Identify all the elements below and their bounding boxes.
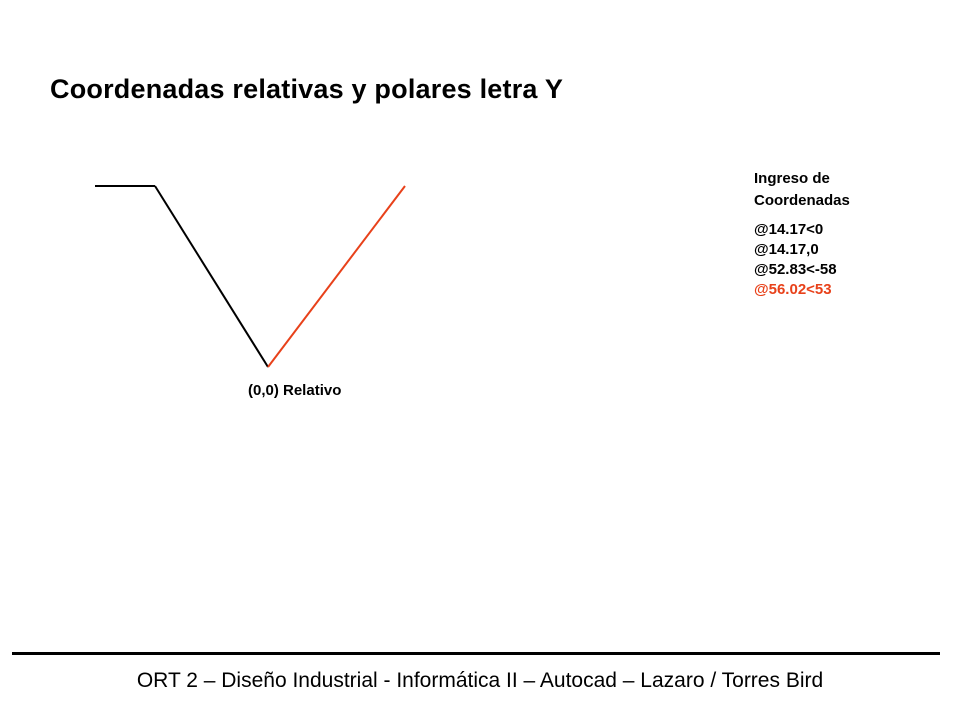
- coordinates-heading: Ingreso de Coordenadas: [754, 168, 850, 212]
- coordinate-entry-highlight: @56.02<53: [754, 281, 832, 298]
- coordinate-entry: @52.83<-58: [754, 261, 837, 278]
- coordinates-heading-line1: Ingreso de: [754, 170, 830, 187]
- coordinate-entry: @14.17<0: [754, 221, 824, 238]
- coordinate-entry: @14.17,0: [754, 241, 819, 258]
- footer-divider: [12, 652, 940, 655]
- coordinates-panel: Ingreso de Coordenadas @14.17<0 @14.17,0…: [754, 168, 850, 300]
- segment-right-diagonal-highlight: [267, 185, 406, 368]
- coordinates-list: @14.17<0 @14.17,0 @52.83<-58 @56.02<53: [754, 220, 850, 300]
- slide-title: Coordenadas relativas y polares letra Y: [50, 74, 564, 104]
- segment-left-diagonal: [154, 185, 269, 368]
- footer-text: ORT 2 – Diseño Industrial - Informática …: [136, 669, 824, 692]
- origin-label: (0,0) Relativo: [248, 382, 342, 399]
- coordinates-heading-line2: Coordenadas: [754, 192, 850, 209]
